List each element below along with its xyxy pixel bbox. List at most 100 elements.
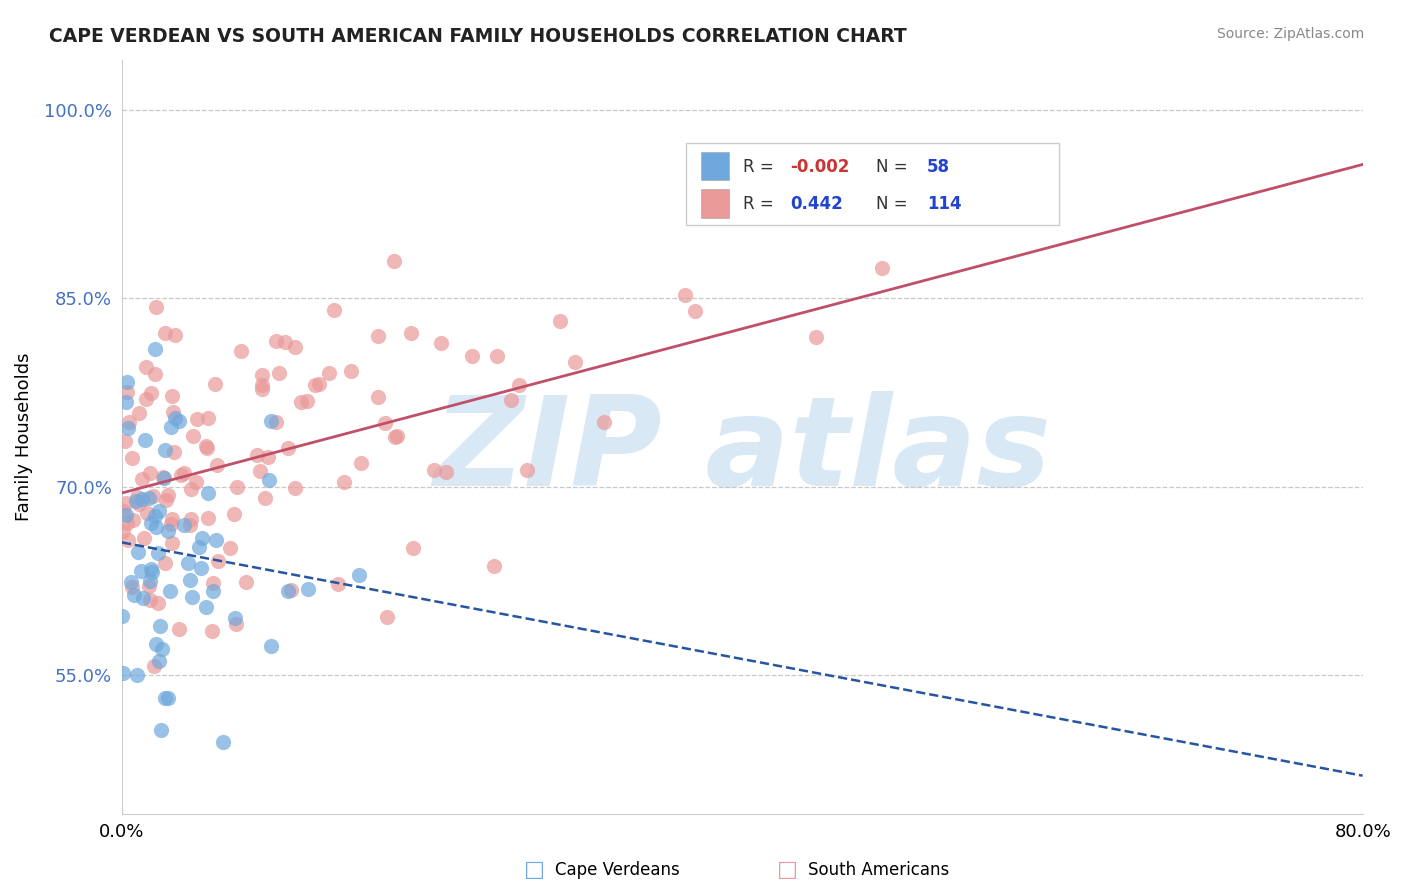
Point [173, 518, 195, 533]
Point [156, 691, 179, 706]
Text: □: □ [778, 860, 797, 880]
Point [115, 395, 138, 409]
Point [150, 642, 173, 657]
Point [250, 368, 273, 382]
Point [136, 506, 159, 520]
Point [177, 557, 200, 571]
Point [145, 637, 167, 651]
Point [461, 349, 484, 363]
Point [225, 616, 247, 631]
Point [202, 575, 225, 590]
Point [284, 340, 307, 354]
Point [501, 392, 523, 407]
Point [322, 302, 344, 317]
Point [167, 414, 190, 428]
Point [145, 520, 167, 534]
Point [401, 326, 423, 340]
Point [146, 546, 169, 560]
Point [160, 419, 183, 434]
Point [179, 574, 201, 588]
Text: Cape Verdeans: Cape Verdeans [555, 861, 681, 879]
Text: ZIP atlas: ZIP atlas [433, 392, 1052, 512]
Point [264, 334, 287, 348]
Point [229, 344, 252, 359]
Point [142, 489, 165, 503]
Point [135, 360, 157, 375]
Point [114, 434, 136, 449]
Point [163, 445, 186, 459]
Point [122, 513, 145, 527]
Point [180, 482, 202, 496]
Point [277, 442, 299, 456]
Point [274, 334, 297, 349]
Point [318, 366, 340, 380]
Point [157, 488, 180, 502]
Point [117, 421, 139, 435]
Bar [702, 152, 728, 180]
Text: R =: R = [744, 158, 779, 176]
Point [290, 394, 312, 409]
Point [132, 591, 155, 606]
Point [197, 410, 219, 425]
Point [436, 465, 458, 479]
Point [153, 690, 176, 705]
Point [131, 492, 153, 507]
Point [160, 536, 183, 550]
Point [125, 490, 148, 504]
Point [153, 442, 176, 457]
Point [252, 382, 274, 396]
Point [138, 491, 160, 506]
Point [149, 619, 172, 633]
Point [143, 343, 166, 357]
Point [167, 622, 190, 636]
Point [256, 450, 278, 464]
Point [121, 581, 143, 595]
Point [806, 330, 828, 344]
Text: 58: 58 [927, 158, 950, 176]
Point [115, 384, 138, 399]
Text: CAPE VERDEAN VS SOUTH AMERICAN FAMILY HOUSEHOLDS CORRELATION CHART: CAPE VERDEAN VS SOUTH AMERICAN FAMILY HO… [49, 27, 907, 45]
Point [190, 532, 212, 546]
Point [382, 253, 405, 268]
Point [516, 463, 538, 477]
Point [145, 301, 167, 315]
Point [135, 392, 157, 406]
Point [235, 575, 257, 590]
Point [197, 486, 219, 500]
Point [219, 541, 242, 556]
Point [159, 584, 181, 599]
Text: R =: R = [744, 195, 779, 213]
Point [122, 587, 145, 601]
Point [204, 377, 226, 392]
Text: N =: N = [876, 195, 912, 213]
Point [129, 564, 152, 578]
Point [195, 441, 218, 455]
Point [295, 394, 318, 409]
Point [254, 491, 277, 505]
Point [187, 541, 209, 555]
Text: 0.442: 0.442 [790, 195, 844, 213]
Point [384, 430, 406, 444]
Point [259, 413, 281, 427]
Point [163, 328, 186, 343]
Point [367, 390, 389, 404]
Point [139, 466, 162, 480]
Point [194, 599, 217, 614]
Point [226, 480, 249, 494]
Point [246, 448, 269, 462]
Point [224, 611, 246, 625]
Point [482, 558, 505, 573]
Point [160, 516, 183, 531]
Point [162, 404, 184, 418]
Point [204, 533, 226, 547]
Point [593, 415, 616, 429]
Point [280, 583, 302, 598]
Point [111, 609, 134, 624]
Point [112, 504, 135, 518]
Point [160, 512, 183, 526]
Point [207, 554, 229, 568]
Point [186, 411, 208, 425]
Point [128, 406, 150, 420]
Point [326, 577, 349, 591]
Point [249, 465, 271, 479]
